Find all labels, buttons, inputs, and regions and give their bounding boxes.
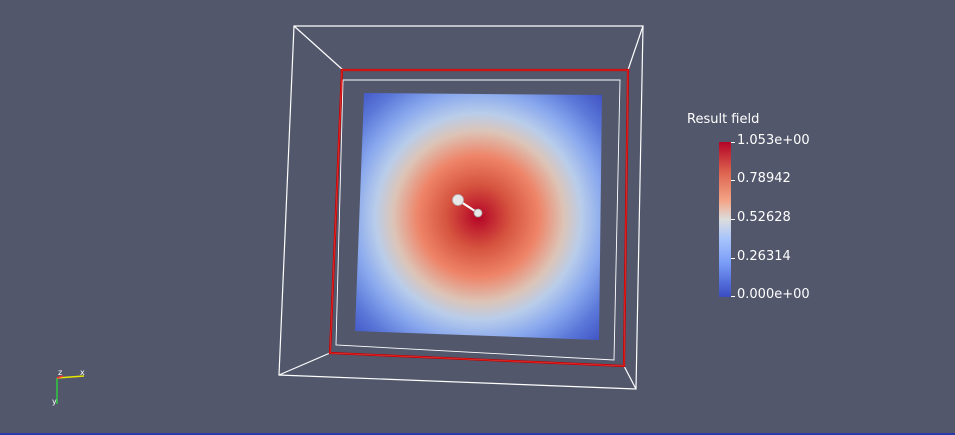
axis-y-label: y (52, 397, 57, 406)
orientation-axes: x z y (52, 368, 85, 406)
probe-widget (452, 194, 483, 218)
colorbar-tick-label-min: 0.000e+00 (737, 287, 810, 302)
colorbar-tick (731, 142, 735, 143)
colorbar[interactable] (719, 142, 731, 297)
axis-x-label: x (80, 368, 85, 377)
outline-inner-face (335, 79, 621, 361)
outline-edge (623, 365, 637, 390)
outline-edge (627, 25, 644, 71)
axis-z-label: z (58, 368, 62, 377)
probe-handle-end (473, 208, 483, 218)
axis-x-line (56, 375, 85, 379)
probe-handle-start (452, 194, 464, 206)
selection-box-inner (329, 69, 629, 367)
colorbar-tick-label: 0.26314 (737, 249, 791, 264)
colorbar-tick (731, 296, 735, 297)
colorbar-tick-label: 0.52628 (737, 210, 791, 225)
view-frame-border (0, 433, 955, 435)
outline-edge (278, 352, 331, 376)
colorbar-title: Result field (687, 112, 760, 127)
colorbar-tick (731, 180, 735, 181)
colorbar-tick (731, 219, 735, 220)
outline-box (278, 25, 644, 390)
axis-z-line (56, 375, 64, 379)
colorbar-tick (731, 258, 735, 259)
outline-edge (293, 25, 344, 71)
colorbar-tick-label-max: 1.053e+00 (737, 133, 810, 148)
colorbar-tick-label: 0.78942 (737, 171, 791, 186)
